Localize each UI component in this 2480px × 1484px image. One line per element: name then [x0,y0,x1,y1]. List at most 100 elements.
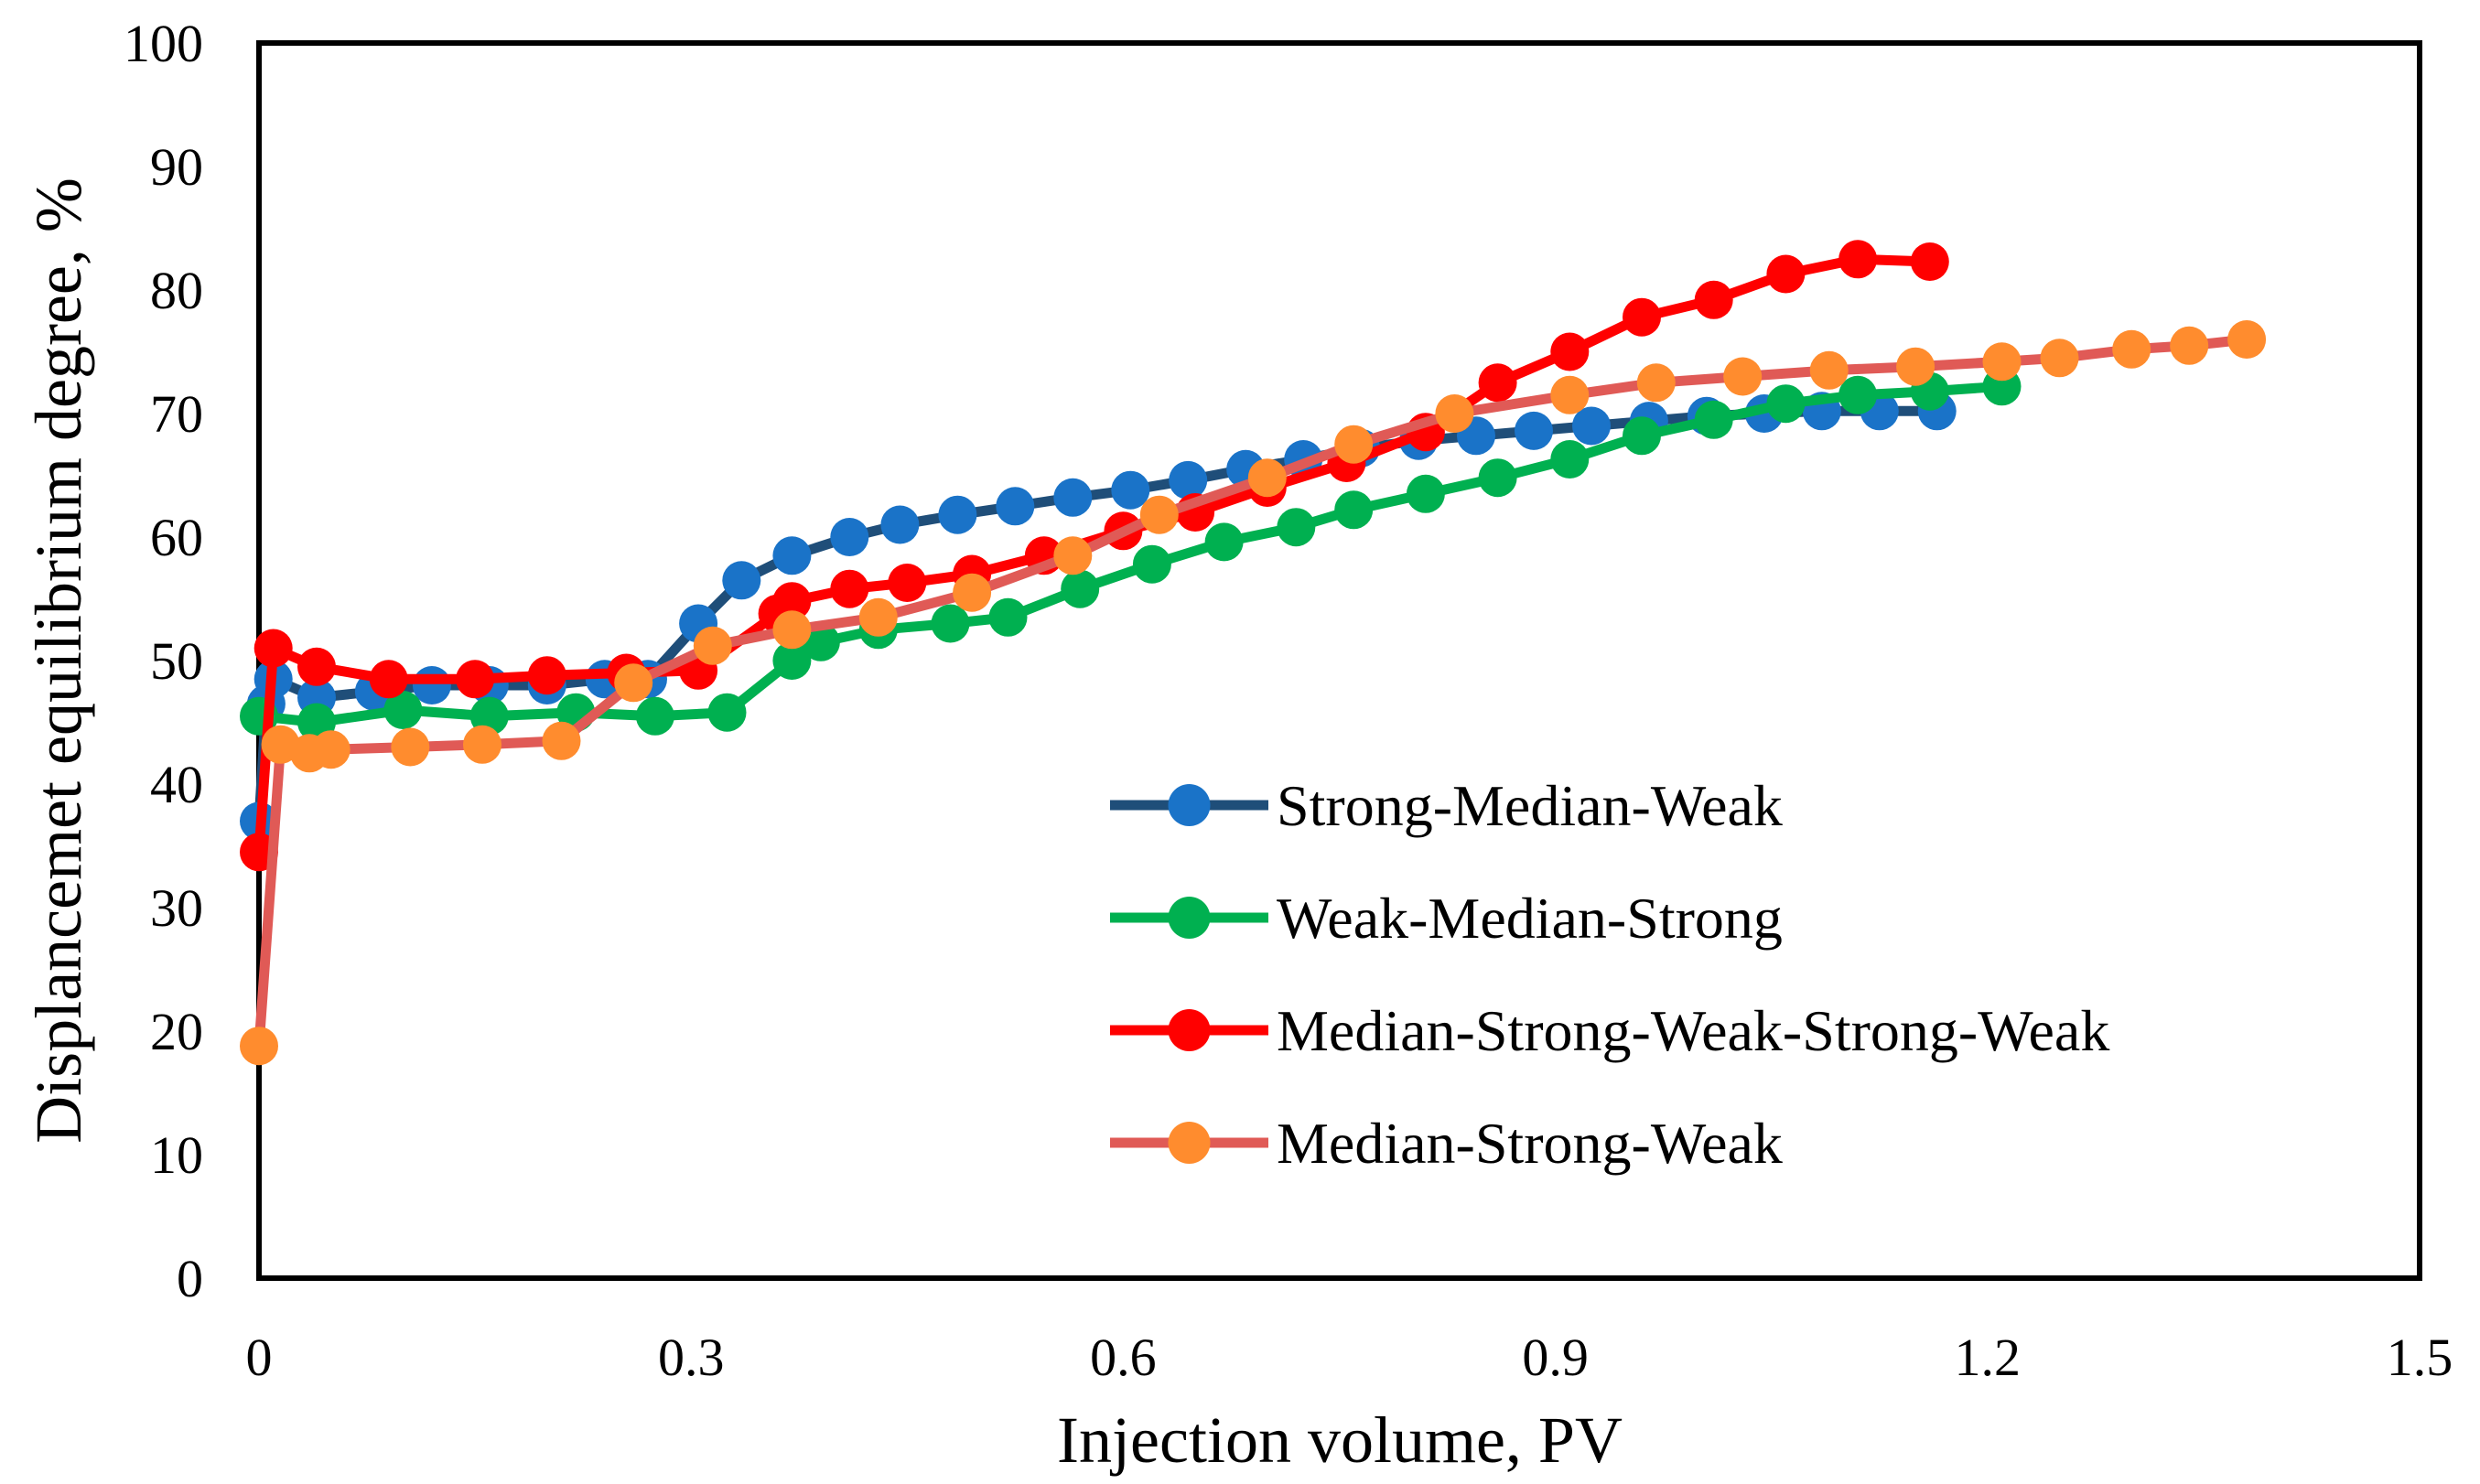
data-point [391,727,430,767]
data-point [1132,544,1171,584]
y-tick-label: 0 [177,1249,203,1308]
data-point [693,626,732,665]
x-tick-label: 0.9 [1522,1328,1589,1387]
data-point [240,1027,278,1066]
data-point [1723,357,1763,396]
y-tick-label: 90 [150,137,203,197]
data-point [614,663,653,703]
y-tick-label: 10 [150,1125,203,1185]
data-point [1435,394,1474,433]
data-point [931,604,970,643]
data-point [1982,342,2022,382]
data-point [858,597,898,637]
data-point [542,721,581,760]
data-point [1636,363,1676,403]
data-point [1334,425,1374,464]
legend-label: Weak-Median-Strong [1277,886,1783,951]
y-tick-label: 100 [124,14,203,73]
data-point [297,647,336,686]
legend-label: Median-Strong-Weak-Strong-Weak [1277,998,2109,1063]
data-point [1766,254,1806,294]
legend-label: Median-Strong-Weak [1277,1111,1783,1176]
data-point [1053,536,1093,575]
data-point [1572,406,1611,446]
data-point [261,725,300,764]
data-point [2170,326,2209,365]
x-tick-label: 0.3 [658,1328,725,1387]
data-point [707,693,747,732]
data-point [1550,440,1590,479]
data-point [311,730,350,769]
data-point [888,564,927,602]
y-axis-title: Displancemet equilibrium degree, % [22,177,95,1144]
data-point [953,573,992,612]
data-point [1623,297,1661,337]
legend-label: Strong-Median-Weak [1277,773,1783,838]
series-layer [240,240,2267,1066]
data-point [456,660,495,699]
data-point [988,597,1028,637]
legend-item: Median-Strong-Weak [1110,1111,1783,1176]
data-point [1204,522,1244,562]
data-point [527,656,566,695]
y-tick-label: 70 [150,384,203,444]
data-point [1111,470,1150,510]
x-tick-label: 0 [246,1328,273,1387]
legend-marker [1168,1009,1211,1051]
data-point [772,536,812,575]
x-tick-label: 1.5 [2387,1328,2453,1387]
data-point [1277,508,1316,547]
data-point [1478,363,1517,403]
data-point [996,487,1035,526]
y-axis-ticks: 0 10 20 30 40 50 60 70 80 90 100 [124,14,203,1308]
data-point [1139,495,1179,534]
legend-marker [1168,784,1211,826]
data-point [1896,347,1935,386]
data-point [1169,460,1208,500]
data-point [830,518,869,556]
data-point [772,582,812,621]
series-3 [240,240,1949,872]
data-point [801,622,840,661]
x-axis-title: Injection volume, PV [1057,1403,1623,1477]
x-tick-label: 0.6 [1090,1328,1157,1387]
data-point [722,561,761,600]
data-point [1694,400,1733,439]
data-point [1694,280,1733,319]
data-point [253,629,293,668]
data-point [1809,350,1849,390]
legend-marker [1168,897,1211,939]
y-tick-label: 30 [150,878,203,938]
data-point [772,641,812,680]
y-tick-label: 60 [150,508,203,567]
data-point [1550,332,1590,371]
legend-marker [1168,1122,1211,1164]
data-point [1910,242,1949,281]
y-tick-label: 50 [150,631,203,691]
data-point [369,660,408,699]
data-point [463,725,501,764]
series-4 [240,320,2267,1066]
data-point [830,569,869,608]
data-point [1766,384,1806,424]
data-point [383,691,423,729]
data-point [1838,375,1878,414]
data-point [1623,416,1661,456]
y-tick-label: 40 [150,755,203,814]
legend-item: Median-Strong-Weak-Strong-Weak [1110,998,2109,1063]
legend-item: Weak-Median-Strong [1110,886,1783,951]
data-point [1515,411,1553,450]
data-point [880,505,920,544]
data-point [1406,474,1445,513]
data-point [1334,490,1374,530]
data-point [2112,329,2151,369]
y-tick-label: 80 [150,261,203,320]
y-tick-label: 20 [150,1002,203,1061]
data-point [1478,458,1517,498]
legend: Strong-Median-Weak Weak-Median-Strong Medi… [1110,773,2109,1176]
data-point [635,696,674,736]
legend-item: Strong-Median-Weak [1110,773,1783,838]
x-axis-ticks: 0 0.3 0.6 0.9 1.2 1.5 [246,1328,2453,1387]
